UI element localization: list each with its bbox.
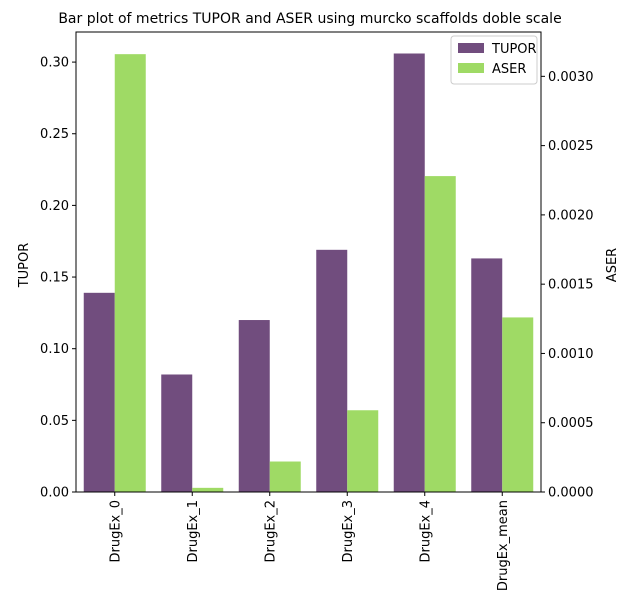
y-left-tick-label: 0.05 bbox=[40, 414, 69, 429]
bars bbox=[83, 53, 534, 493]
bar-aser-drugex_3 bbox=[347, 410, 379, 492]
x-tick-label: DrugEx_2 bbox=[263, 500, 278, 563]
y-right-tick-label: 0.0010 bbox=[548, 347, 594, 362]
y-axis-left-label: TUPOR bbox=[17, 243, 32, 289]
plot-frame bbox=[75, 31, 542, 493]
x-tick-label: DrugEx_1 bbox=[186, 500, 201, 563]
x-tick-label: DrugEx_4 bbox=[418, 500, 433, 563]
bar-tupor-drugex_3 bbox=[316, 249, 348, 492]
legend: TUPOR ASER bbox=[450, 35, 538, 85]
legend-label-tupor: TUPOR bbox=[491, 42, 537, 57]
bar-tupor-drugex_1 bbox=[161, 374, 193, 492]
bar-aser-drugex_mean bbox=[502, 317, 534, 492]
bar-aser-drugex_2 bbox=[269, 461, 301, 492]
bar-aser-drugex_0 bbox=[114, 54, 146, 493]
bar-tupor-drugex_0 bbox=[83, 292, 115, 492]
y-axis-right-label: ASER bbox=[605, 248, 620, 282]
x-tick-label: DrugEx_mean bbox=[496, 500, 511, 591]
y-right-tick-label: 0.0020 bbox=[548, 208, 594, 223]
y-right-tick-label: 0.0015 bbox=[548, 278, 594, 293]
y-right-tick-label: 0.0030 bbox=[548, 70, 594, 85]
legend-label-aser: ASER bbox=[492, 62, 526, 77]
axes bbox=[75, 31, 542, 493]
y-left-tick-label: 0.30 bbox=[40, 56, 69, 71]
y-right-tick-label: 0.0005 bbox=[548, 416, 594, 431]
y-left-tick-label: 0.15 bbox=[40, 271, 69, 286]
y-left-tick-label: 0.00 bbox=[40, 486, 69, 501]
bar-tupor-drugex_mean bbox=[471, 258, 503, 492]
y-left-tick-label: 0.20 bbox=[40, 199, 69, 214]
legend-swatch-aser bbox=[458, 63, 484, 73]
legend-swatch-tupor bbox=[458, 43, 484, 53]
x-tick-label: DrugEx_3 bbox=[341, 500, 356, 563]
x-tick-label: DrugEx_0 bbox=[108, 500, 123, 563]
y-left-tick-label: 0.10 bbox=[40, 342, 69, 357]
bar-aser-drugex_1 bbox=[192, 487, 224, 492]
y-left-tick-label: 0.25 bbox=[40, 127, 69, 142]
bar-tupor-drugex_4 bbox=[393, 53, 425, 492]
chart-title: Bar plot of metrics TUPOR and ASER using… bbox=[58, 11, 561, 27]
y-right-tick-label: 0.0000 bbox=[548, 486, 594, 501]
bar-tupor-drugex_2 bbox=[238, 320, 270, 492]
y-right-tick-label: 0.0025 bbox=[548, 139, 594, 154]
bar-aser-drugex_4 bbox=[424, 176, 456, 493]
ticks: 0.00 0.05 0.10 0.15 0.20 0.25 0.30 0.0000 0.0005… bbox=[40, 56, 593, 592]
